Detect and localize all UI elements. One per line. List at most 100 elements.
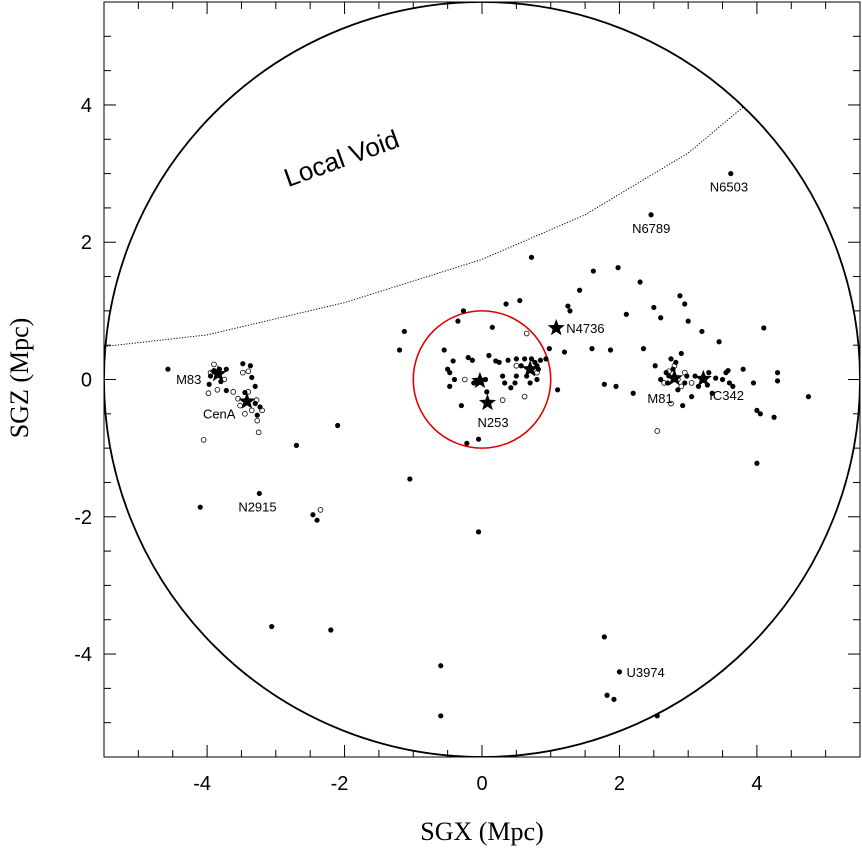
label-m81: M81 xyxy=(647,391,672,406)
open-point xyxy=(678,383,685,390)
filled-point xyxy=(508,385,514,391)
filled-point xyxy=(663,370,669,376)
filled-point xyxy=(689,394,695,400)
filled-point xyxy=(590,268,596,274)
y-tick-label: 4 xyxy=(81,95,92,117)
open-point xyxy=(245,368,252,375)
filled-point xyxy=(761,325,767,331)
inner-red-circle xyxy=(412,310,552,449)
filled-point xyxy=(601,634,607,640)
filled-point xyxy=(475,436,482,442)
filled-point xyxy=(537,357,544,363)
filled-point xyxy=(469,357,475,363)
filled-point xyxy=(451,376,458,383)
label-n253: N253 xyxy=(477,415,508,430)
filled-point xyxy=(513,356,519,362)
open-point xyxy=(214,386,221,393)
filled-point xyxy=(447,383,453,389)
filled-point xyxy=(512,380,518,386)
point-n6789 xyxy=(648,212,654,218)
filled-point xyxy=(543,356,549,362)
filled-point xyxy=(730,383,736,389)
filled-point xyxy=(805,394,812,400)
filled-point xyxy=(496,359,502,365)
open-point xyxy=(499,397,506,403)
open-point xyxy=(523,330,530,337)
open-point xyxy=(254,417,261,424)
filled-point xyxy=(522,356,528,362)
filled-point xyxy=(517,297,523,304)
x-tick-label: 0 xyxy=(476,773,487,795)
filled-point xyxy=(535,366,541,372)
filled-point xyxy=(637,279,643,285)
label-n6503: N6503 xyxy=(710,180,748,195)
filled-point xyxy=(165,366,171,372)
filled-point xyxy=(252,400,258,407)
filled-point xyxy=(518,363,524,369)
open-point xyxy=(200,437,207,443)
filled-point xyxy=(589,346,595,352)
filled-point xyxy=(706,370,712,376)
filled-point xyxy=(713,375,719,381)
filled-point xyxy=(677,293,683,299)
point-n6503 xyxy=(728,170,734,177)
label-n4736: N4736 xyxy=(566,321,604,336)
filled-point xyxy=(441,347,447,353)
y-tick-label: 0 xyxy=(81,370,92,392)
open-point xyxy=(317,507,324,513)
filled-point xyxy=(719,376,726,383)
filled-point xyxy=(611,696,617,702)
star-m81 xyxy=(665,369,683,386)
filled-point xyxy=(684,373,690,379)
filled-point xyxy=(207,373,214,379)
open-point xyxy=(521,393,528,400)
filled-point xyxy=(613,383,619,389)
filled-point xyxy=(252,383,258,389)
label-ic342: IC342 xyxy=(709,388,744,403)
label-m83: M83 xyxy=(176,372,201,387)
open-point xyxy=(462,376,468,383)
filled-point xyxy=(774,370,781,376)
local-void-boundary xyxy=(104,106,744,348)
filled-point xyxy=(486,352,492,359)
filled-point xyxy=(680,402,686,409)
filled-point xyxy=(314,517,320,523)
filled-point xyxy=(546,346,552,352)
open-point xyxy=(654,428,661,434)
filled-point xyxy=(716,339,722,345)
filled-point xyxy=(310,512,316,518)
filled-point xyxy=(455,318,461,324)
open-point xyxy=(237,402,243,409)
filled-point xyxy=(328,627,334,633)
x-tick-label: -2 xyxy=(331,773,349,795)
x-tick-label: -4 xyxy=(193,773,211,795)
open-point xyxy=(668,400,674,407)
filled-point xyxy=(740,366,746,372)
y-axis-title: SGZ (Mpc) xyxy=(5,318,34,439)
filled-point xyxy=(527,380,533,386)
open-point xyxy=(688,380,695,386)
local-void-label: Local Void xyxy=(280,124,403,193)
filled-point xyxy=(293,442,300,448)
star-marker xyxy=(521,360,539,377)
open-point xyxy=(248,407,255,414)
filled-point xyxy=(774,378,781,384)
filled-point xyxy=(678,350,684,357)
filled-point xyxy=(754,407,760,413)
filled-point xyxy=(673,359,679,365)
star-marker xyxy=(471,371,489,389)
filled-point xyxy=(565,303,571,309)
star-cena xyxy=(238,392,256,409)
filled-point xyxy=(709,390,715,396)
filled-point xyxy=(607,347,614,353)
filled-point xyxy=(725,367,731,374)
filled-point xyxy=(407,476,413,482)
filled-point xyxy=(257,404,263,410)
label-n2915: N2915 xyxy=(238,499,276,514)
label-u3974: U3974 xyxy=(626,665,664,680)
filled-point xyxy=(502,380,508,386)
filled-point xyxy=(503,301,509,307)
filled-point xyxy=(269,623,275,630)
star-n4736 xyxy=(547,319,565,336)
